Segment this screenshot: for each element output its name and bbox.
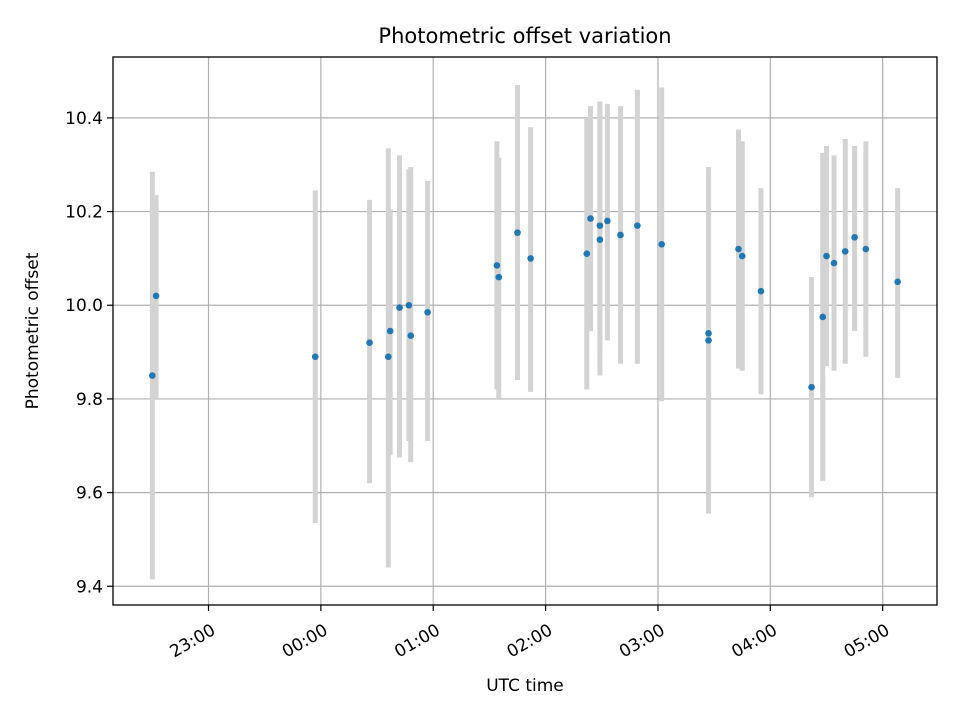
data-point <box>738 252 746 260</box>
data-point <box>493 262 501 269</box>
data-point <box>862 245 870 253</box>
data-point <box>819 313 827 321</box>
x-tick-label: 23:00 <box>167 620 219 662</box>
data-point <box>587 215 594 222</box>
x-axis-label: UTC time <box>486 676 564 696</box>
data-point <box>705 330 712 337</box>
grid-lines <box>113 57 937 605</box>
data-point <box>617 231 624 239</box>
data-point <box>514 229 521 236</box>
chart-title: Photometric offset variation <box>378 24 671 48</box>
data-point <box>527 255 534 262</box>
data-point <box>596 222 604 229</box>
x-axis-ticks: 23:00 00:00 01:00 02:00 03:00 04:00 05:00 <box>167 605 893 662</box>
y-tick-label: 10.0 <box>65 296 103 316</box>
data-point <box>705 337 712 344</box>
data-point <box>894 278 901 286</box>
data-point <box>735 245 742 253</box>
data-point <box>808 383 815 391</box>
data-point <box>149 372 156 379</box>
data-point <box>823 252 830 260</box>
data-point <box>583 250 591 258</box>
data-point <box>384 353 392 361</box>
data-point <box>424 308 431 316</box>
y-tick-label: 10.2 <box>65 203 103 223</box>
plot-frame <box>112 56 938 606</box>
data-point <box>405 301 413 309</box>
y-tick-label: 9.8 <box>76 390 103 410</box>
data-point <box>604 217 611 225</box>
x-tick-label: 02:00 <box>504 620 556 662</box>
data-point <box>658 241 666 248</box>
data-point <box>495 273 503 281</box>
data-point <box>366 339 373 347</box>
data-point <box>851 234 858 241</box>
x-tick-label: 05:00 <box>841 620 893 662</box>
data-point <box>152 292 160 300</box>
error-bars <box>149 85 901 580</box>
y-tick-label: 9.4 <box>76 577 103 597</box>
data-point <box>757 287 765 295</box>
y-axis-label: Photometric offset <box>23 252 43 409</box>
data-point <box>386 327 394 335</box>
x-tick-label: 01:00 <box>391 620 443 662</box>
data-point <box>634 222 641 229</box>
x-tick-label: 04:00 <box>728 620 780 662</box>
data-point <box>311 353 319 361</box>
y-tick-label: 9.6 <box>76 484 103 504</box>
y-tick-label: 10.4 <box>65 109 103 129</box>
data-point <box>596 236 604 243</box>
data-points <box>149 215 901 391</box>
data-point <box>841 248 849 255</box>
x-tick-label: 00:00 <box>279 620 331 662</box>
x-tick-label: 03:00 <box>616 620 668 662</box>
data-point <box>830 259 838 267</box>
y-axis-ticks: 9.4 9.6 9.8 10.0 10.2 10.4 <box>65 109 113 597</box>
data-point <box>407 332 415 339</box>
data-point <box>396 304 403 311</box>
